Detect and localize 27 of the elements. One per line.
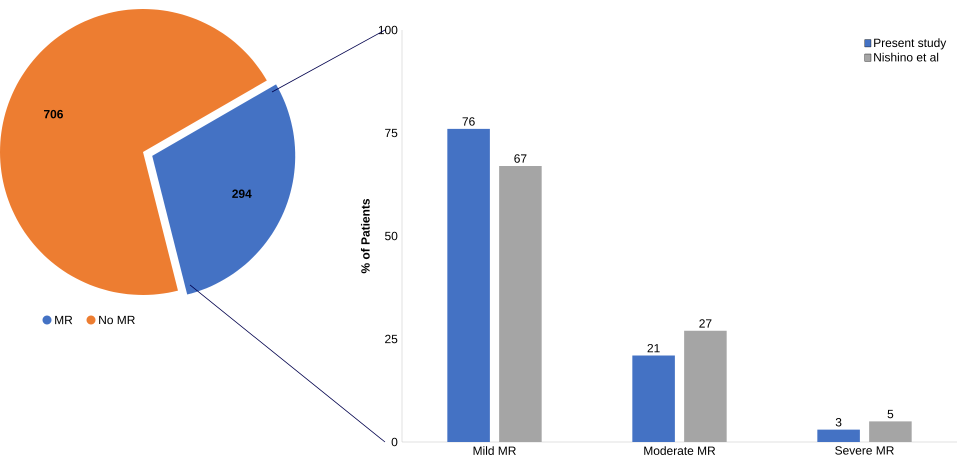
bar	[817, 430, 860, 442]
y-tick-label: 100	[378, 26, 398, 34]
data-label: 706	[44, 110, 63, 118]
bar	[499, 166, 542, 442]
legend-label: Nishino et al	[874, 52, 938, 62]
y-tick-label: 0	[392, 438, 398, 446]
data-label: 294	[232, 190, 252, 198]
data-label: 3	[836, 418, 842, 426]
data-label: 5	[888, 410, 894, 418]
data-label: 67	[514, 154, 526, 163]
bar	[684, 330, 727, 442]
y-axis-title: % of Patients	[360, 198, 370, 274]
data-label: 21	[648, 344, 660, 352]
legend-label: No MR	[99, 316, 135, 324]
bar	[632, 355, 675, 442]
data-label: 27	[699, 319, 712, 328]
data-label: 76	[462, 117, 475, 126]
x-tick-label: Moderate MR	[644, 446, 716, 455]
y-tick-label: 75	[385, 128, 398, 138]
legend-label: MR	[55, 316, 72, 324]
y-tick-label: 50	[385, 232, 398, 240]
x-tick-label: Severe MR	[835, 446, 894, 455]
bar	[447, 128, 490, 442]
bar	[869, 421, 912, 442]
legend-label: Present study	[874, 38, 946, 50]
x-tick-label: Mild MR	[474, 446, 516, 455]
y-tick-label: 25	[385, 334, 398, 344]
